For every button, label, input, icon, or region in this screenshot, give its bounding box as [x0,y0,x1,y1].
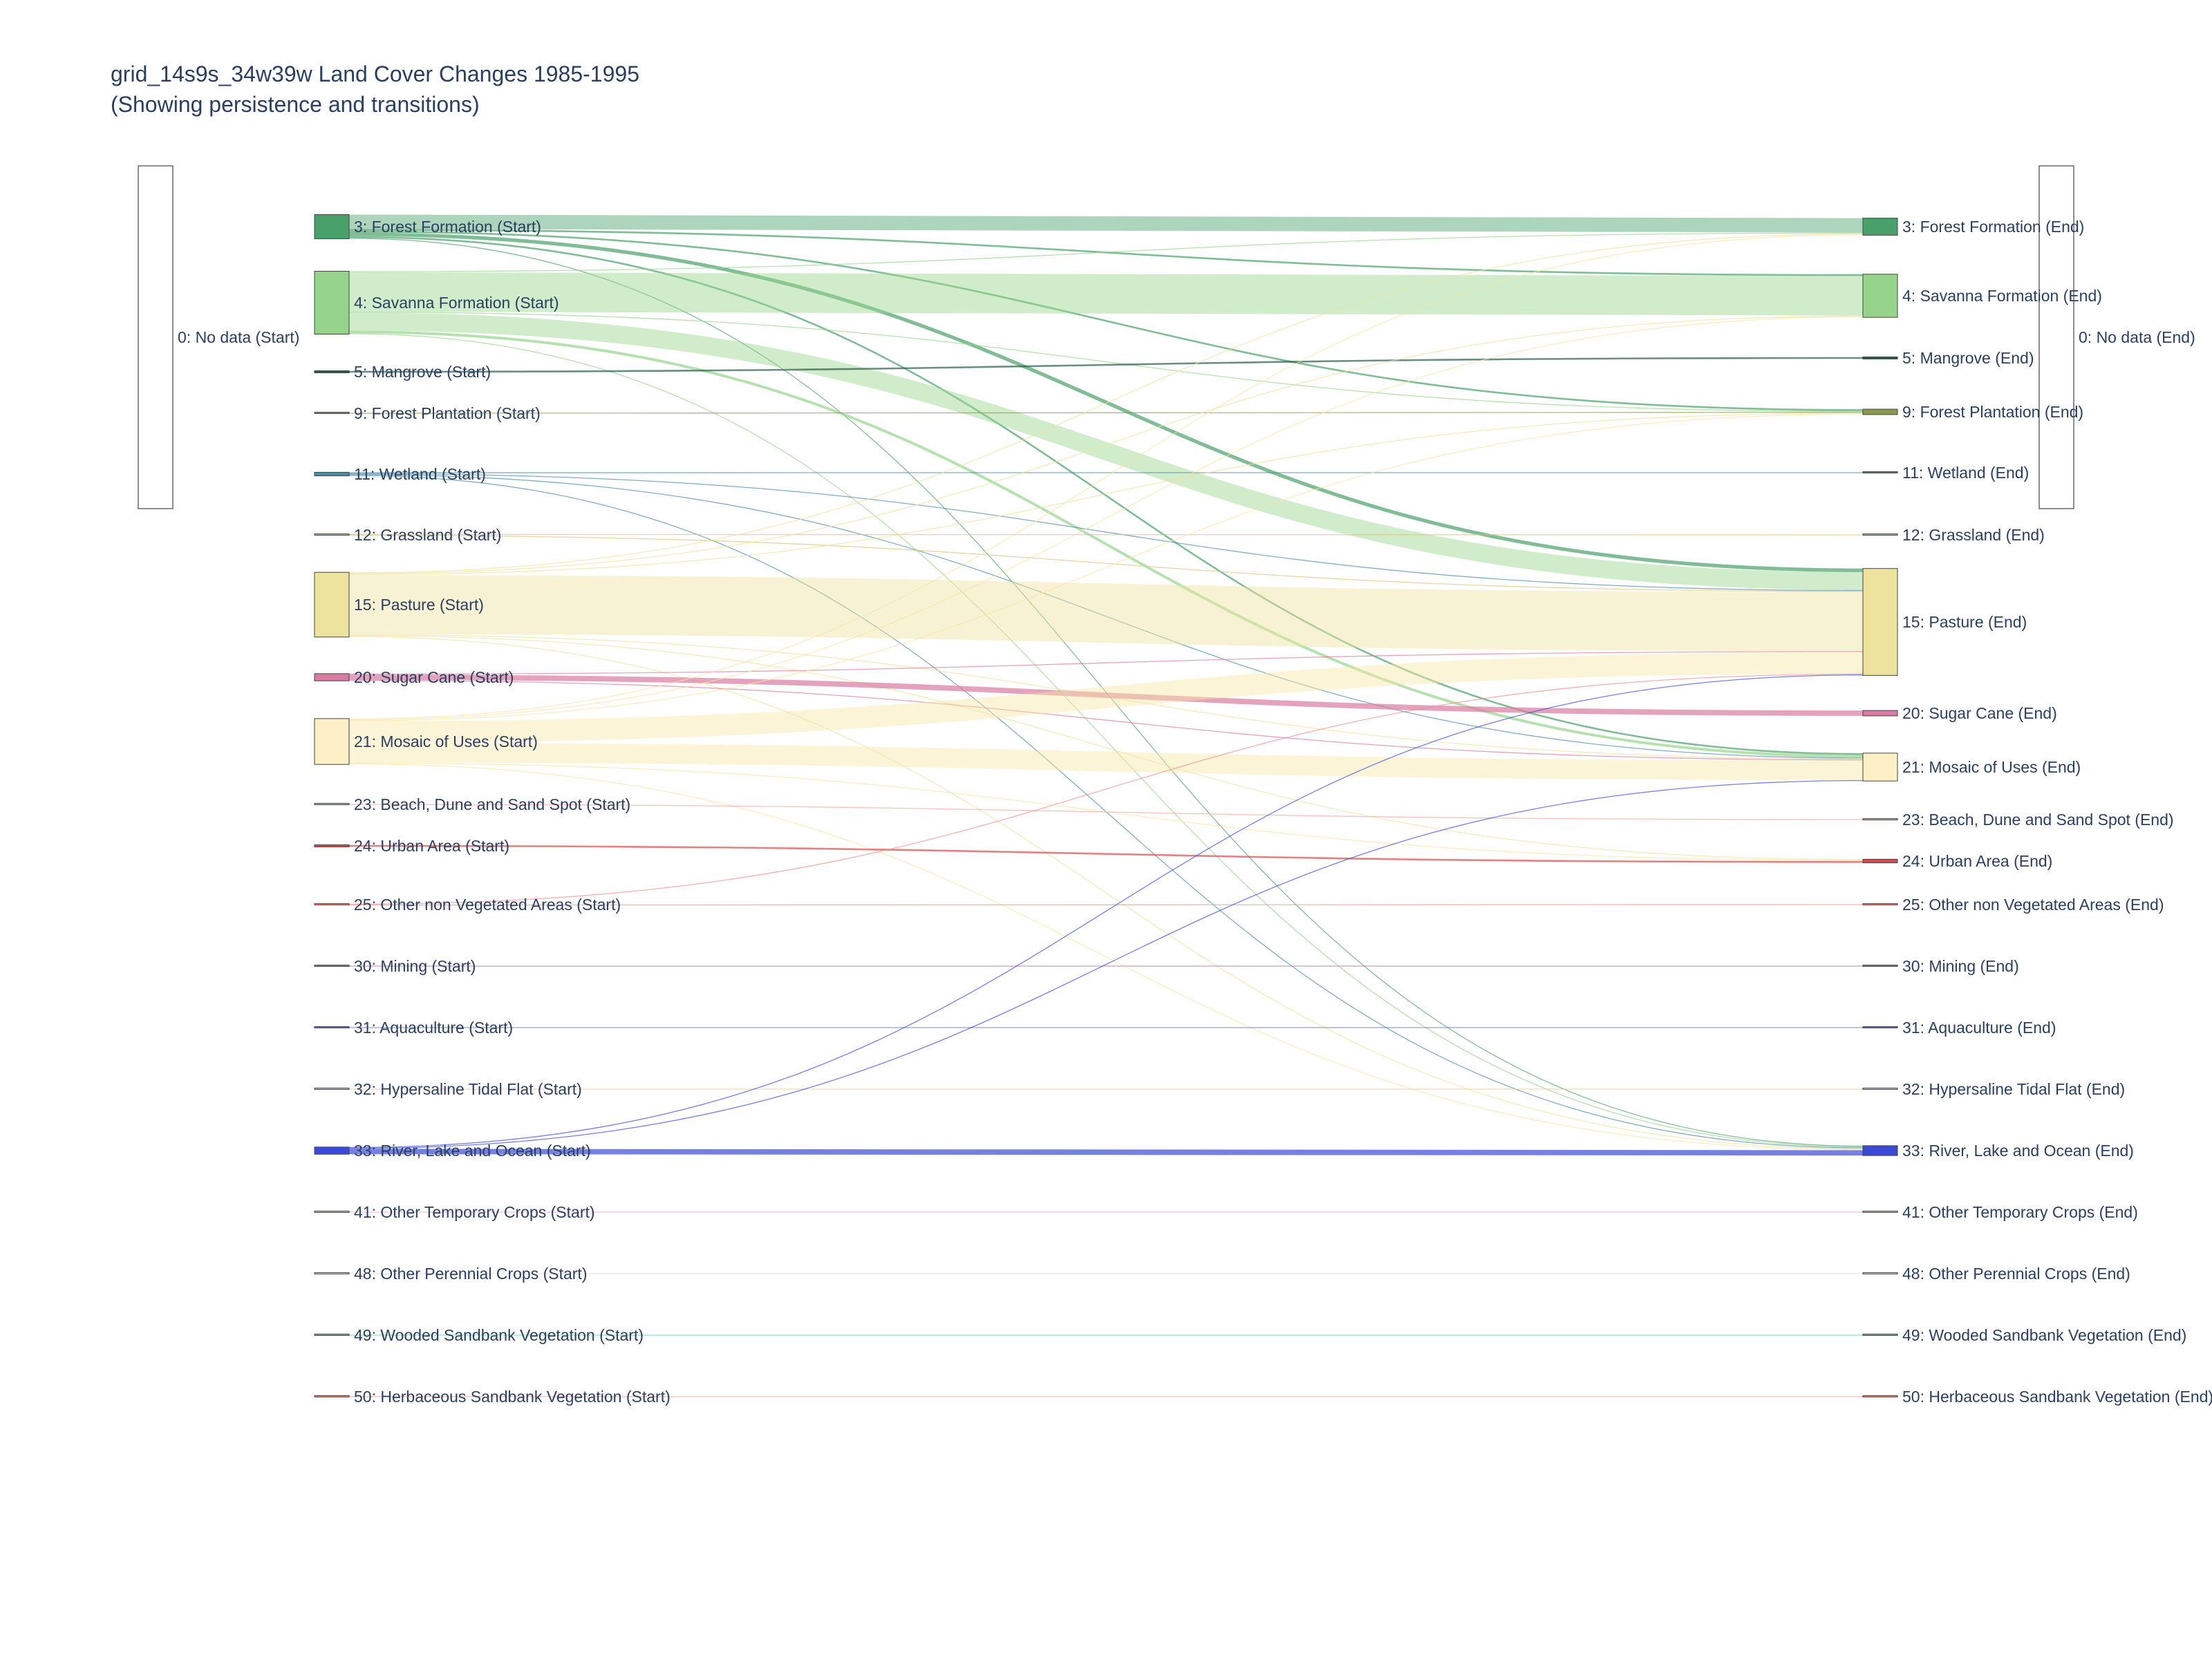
node-s11[interactable] [315,472,349,475]
node-e4[interactable] [1863,274,1897,317]
node-label-s3: 3: Forest Formation (Start) [354,218,541,236]
node-label-s0: 0: No data (Start) [178,328,299,346]
node-label-s11: 11: Wetland (Start) [354,465,486,483]
node-e33[interactable] [1863,1146,1897,1155]
flow-link-s12-e12 [349,534,1863,535]
flow-link-s21-e21 [349,753,1863,770]
flow-link-s4-e4 [349,292,1863,296]
node-label-e4: 4: Savanna Formation (End) [1902,287,2102,305]
node-e25[interactable] [1863,904,1897,905]
node-e41[interactable] [1863,1211,1897,1213]
node-label-e3: 3: Forest Formation (End) [1902,218,2084,236]
node-e24[interactable] [1863,859,1897,862]
node-label-s24: 24: Urban Area (Start) [354,837,509,855]
node-e9[interactable] [1863,409,1897,415]
node-e31[interactable] [1863,1027,1897,1028]
node-label-e12: 12: Grassland (End) [1902,526,2045,544]
node-label-e41: 41: Other Temporary Crops (End) [1902,1203,2138,1221]
node-e49[interactable] [1863,1334,1897,1336]
node-label-e48: 48: Other Perennial Crops (End) [1902,1265,2130,1283]
node-s49[interactable] [315,1334,349,1336]
node-s15[interactable] [315,572,349,637]
node-label-s49: 49: Wooded Sandbank Vegetation (Start) [354,1326,644,1344]
node-e3[interactable] [1863,218,1897,236]
node-label-e49: 49: Wooded Sandbank Vegetation (End) [1902,1326,2186,1344]
node-label-e33: 33: River, Lake and Ocean (End) [1902,1142,2134,1160]
node-label-e31: 31: Aquaculture (End) [1902,1019,2056,1037]
node-label-e5: 5: Mangrove (End) [1902,349,2034,367]
node-label-s21: 21: Mosaic of Uses (Start) [354,733,538,750]
node-e50[interactable] [1863,1396,1897,1397]
flow-link-s3-e9 [349,232,1863,410]
node-s21[interactable] [315,719,349,764]
node-s0[interactable] [138,166,173,509]
node-label-e11: 11: Wetland (End) [1902,464,2029,482]
node-s32[interactable] [315,1088,349,1090]
flow-link-s15-e15 [349,605,1863,621]
node-s50[interactable] [315,1396,349,1397]
node-e23[interactable] [1863,819,1897,820]
node-label-s32: 32: Hypersaline Tidal Flat (Start) [354,1080,582,1098]
flow-link-s5-e5 [349,358,1863,372]
node-s33[interactable] [315,1147,349,1154]
node-label-s9: 9: Forest Plantation (Start) [354,404,541,422]
node-s20[interactable] [315,674,349,681]
node-s3[interactable] [315,214,349,238]
flow-link-s3-e3 [349,222,1863,225]
node-label-s31: 31: Aquaculture (Start) [354,1019,513,1037]
node-label-e15: 15: Pasture (End) [1902,613,2027,631]
node-e11[interactable] [1863,472,1897,473]
node-e30[interactable] [1863,965,1897,967]
node-label-e32: 32: Hypersaline Tidal Flat (End) [1902,1080,2125,1098]
node-label-s25: 25: Other non Vegetated Areas (Start) [354,896,621,914]
node-label-s12: 12: Grassland (Start) [354,526,501,544]
node-label-e21: 21: Mosaic of Uses (End) [1902,758,2081,776]
flow-link-s4-e15 [349,321,1863,581]
node-label-s50: 50: Herbaceous Sandbank Vegetation (Star… [354,1388,671,1406]
node-e5[interactable] [1863,357,1897,359]
chart-subtitle: (Showing persistence and transitions) [111,92,480,117]
flow-link-s24-e24 [349,846,1863,862]
node-s30[interactable] [315,965,349,967]
node-s12[interactable] [315,534,349,536]
node-label-e24: 24: Urban Area (End) [1902,852,2052,870]
node-label-e50: 50: Herbaceous Sandbank Vegetation (End) [1902,1388,2212,1406]
node-s48[interactable] [315,1273,349,1274]
node-label-e9: 9: Forest Plantation (End) [1902,403,2083,421]
node-label-s23: 23: Beach, Dune and Sand Spot (Start) [354,795,630,813]
flow-link-s25-e15 [349,674,1863,904]
node-label-s30: 30: Mining (Start) [354,957,476,975]
node-label-e30: 30: Mining (End) [1902,957,2019,975]
node-label-e20: 20: Sugar Cane (End) [1902,704,2057,722]
node-label-s41: 41: Other Temporary Crops (Start) [354,1203,595,1221]
node-s23[interactable] [315,804,349,805]
chart-title: grid_14s9s_34w39w Land Cover Changes 198… [111,62,639,86]
flow-link-s15-e9 [349,413,1863,575]
node-label-e23: 23: Beach, Dune and Sand Spot (End) [1902,811,2174,829]
node-e15[interactable] [1863,569,1897,676]
node-s24[interactable] [315,845,349,847]
node-s9[interactable] [315,413,349,414]
node-e12[interactable] [1863,534,1897,536]
node-s41[interactable] [315,1211,349,1213]
node-label-e0: 0: No data (End) [2079,328,2195,346]
node-s31[interactable] [315,1027,349,1028]
node-label-s4: 4: Savanna Formation (Start) [354,294,559,312]
node-e48[interactable] [1863,1273,1897,1274]
node-label-s33: 33: River, Lake and Ocean (Start) [354,1142,591,1160]
node-s5[interactable] [315,371,349,373]
node-label-s15: 15: Pasture (Start) [354,596,484,614]
node-s25[interactable] [315,904,349,905]
node-e21[interactable] [1863,753,1897,781]
node-label-s20: 20: Sugar Cane (Start) [354,668,514,686]
labels-layer: 0: No data (Start) 3: Forest Formation (S… [178,218,2212,1406]
node-e20[interactable] [1863,710,1897,716]
node-e32[interactable] [1863,1088,1897,1090]
node-label-s5: 5: Mangrove (Start) [354,363,491,381]
node-s4[interactable] [315,272,349,334]
node-label-e25: 25: Other non Vegetated Areas (End) [1902,896,2164,914]
node-label-s48: 48: Other Perennial Crops (Start) [354,1265,587,1283]
